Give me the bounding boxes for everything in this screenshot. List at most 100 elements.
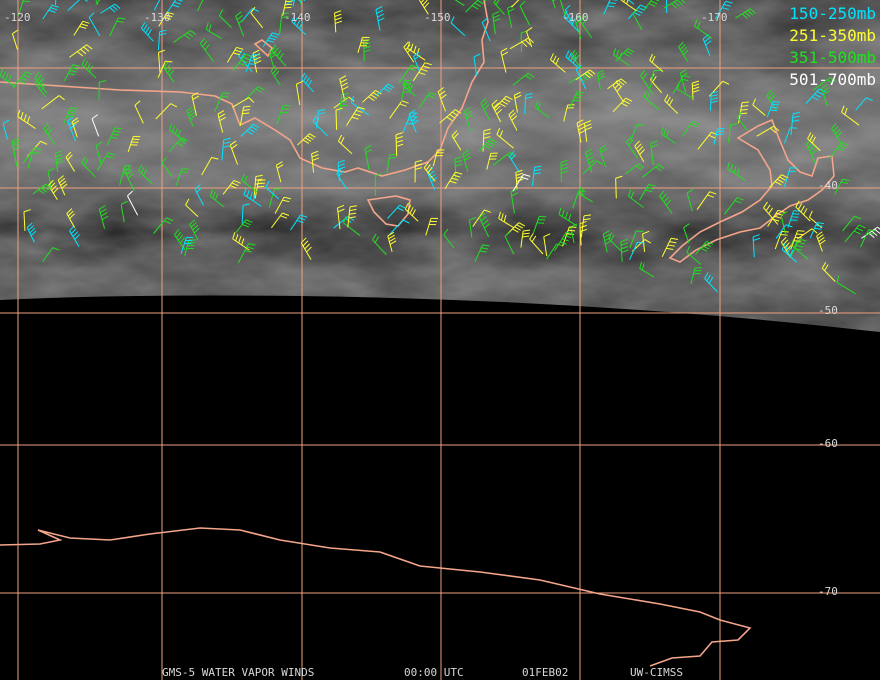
- wind-barb: [508, 109, 518, 131]
- barb-flag: [697, 21, 701, 29]
- barb-flag: [212, 191, 216, 199]
- barb-flag: [312, 115, 317, 122]
- wind-barb: [682, 121, 699, 137]
- latitude-label: -60: [818, 437, 838, 450]
- barb-flag: [34, 72, 40, 79]
- barb-staff: [450, 22, 466, 36]
- barb-flag: [740, 108, 748, 111]
- barb-flag: [163, 220, 171, 224]
- barb-flag: [189, 114, 196, 120]
- wind-barb: [299, 0, 303, 7]
- barb-flag: [265, 180, 270, 188]
- wind-barb: [311, 150, 320, 173]
- wind-barb: [300, 237, 312, 260]
- barb-flag: [377, 13, 384, 18]
- barb-flag: [808, 210, 813, 218]
- barb-flag: [583, 214, 592, 217]
- barb-staff: [836, 282, 856, 295]
- wind-barb: [71, 117, 80, 138]
- barb-flag: [303, 75, 308, 82]
- barb-flag: [363, 42, 371, 46]
- barb-flag: [235, 234, 239, 242]
- wind-barb: [106, 127, 122, 146]
- barb-flag: [2, 70, 6, 78]
- barb-flag: [603, 233, 611, 238]
- barb-flag: [567, 52, 572, 60]
- barb-flag: [179, 237, 185, 244]
- barb-staff: [201, 157, 213, 176]
- barb-flag: [191, 92, 199, 97]
- barb-flag: [574, 15, 582, 21]
- barb-flag: [585, 126, 592, 131]
- barb-flag: [493, 14, 500, 19]
- barb-flag: [410, 43, 414, 51]
- barb-flag: [680, 69, 687, 74]
- barb-flag: [608, 232, 613, 239]
- wind-barb: [153, 0, 161, 11]
- barb-flag: [449, 180, 457, 184]
- barb-flag: [399, 204, 407, 209]
- barb-flag: [500, 213, 504, 221]
- barb-flag: [496, 127, 501, 135]
- barb-flag: [166, 217, 174, 222]
- barb-flag: [109, 6, 116, 13]
- wind-barb: [127, 190, 139, 216]
- wind-barb: [291, 14, 307, 36]
- barb-flag: [111, 5, 118, 11]
- wind-barb: [32, 183, 52, 195]
- barb-flag: [736, 197, 744, 201]
- barb-flag: [579, 15, 586, 22]
- footer-text: 00:00 UTC: [404, 666, 464, 679]
- wind-barb: [275, 161, 284, 183]
- barb-flag: [383, 87, 391, 93]
- barb-flag: [20, 77, 28, 81]
- wind-barb: [686, 188, 694, 212]
- barb-flag: [816, 231, 823, 237]
- wind-barb: [418, 92, 437, 109]
- barb-flag: [823, 90, 830, 96]
- wind-barb: [398, 64, 419, 84]
- barb-flag: [108, 152, 115, 156]
- barb-flag: [49, 182, 56, 189]
- wind-barb: [809, 222, 825, 239]
- barb-flag: [484, 145, 491, 150]
- barb-flag: [501, 51, 509, 56]
- wind-barb: [26, 222, 37, 243]
- wind-barb: [500, 47, 509, 73]
- wind-barb: [334, 10, 342, 33]
- barb-flag: [88, 12, 95, 18]
- barb-flag: [811, 228, 818, 234]
- barb-flag: [172, 4, 180, 8]
- barb-flag: [243, 56, 251, 61]
- barb-flag: [512, 228, 519, 233]
- wind-barb: [642, 164, 665, 178]
- wind-barb: [174, 229, 186, 251]
- barb-flag: [560, 159, 568, 163]
- barb-flag: [276, 50, 282, 57]
- barb-flag: [833, 125, 839, 132]
- barb-staff: [241, 205, 244, 224]
- barb-flag: [481, 17, 489, 23]
- barb-flag: [389, 157, 397, 159]
- barb-flag: [231, 144, 238, 149]
- barb-flag: [443, 228, 449, 235]
- wind-barb: [639, 69, 654, 94]
- barb-staff: [27, 152, 33, 169]
- barb-flag: [147, 29, 152, 36]
- wind-barb: [109, 17, 126, 37]
- barb-flag: [702, 245, 710, 250]
- wind-barb: [81, 156, 96, 178]
- barb-staff: [552, 0, 556, 9]
- barb-flag: [55, 157, 63, 161]
- barb-flag: [563, 10, 568, 17]
- barb-flag: [12, 137, 19, 142]
- wind-barb: [558, 207, 578, 227]
- wind-barb: [643, 90, 660, 111]
- barb-flag: [79, 25, 87, 29]
- barb-flag: [534, 165, 542, 168]
- barb-staff: [649, 70, 655, 88]
- barb-flag: [534, 169, 542, 172]
- wind-barb: [575, 69, 596, 81]
- barb-flag: [349, 208, 357, 212]
- wind-barb: [603, 0, 618, 15]
